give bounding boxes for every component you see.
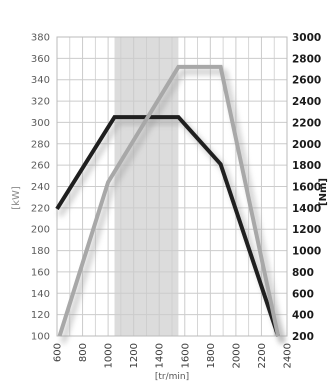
- x-tick-label: 2400: [283, 343, 294, 368]
- x-tick-label: 600: [53, 343, 64, 362]
- x-tick-label: 2000: [231, 343, 242, 368]
- y-right-tick-label: 2600: [292, 75, 321, 87]
- y-left-tick-label: 280: [31, 139, 50, 150]
- y-left-tick-label: 160: [31, 267, 50, 278]
- y-right-tick-label: 1600: [292, 182, 321, 194]
- y-right-tick-label: 200: [292, 331, 314, 343]
- y-right-tick-label: 1400: [292, 203, 321, 215]
- y-left-tick-label: 220: [31, 203, 50, 214]
- x-tick-label: 1400: [155, 343, 166, 368]
- y-left-tick-label: 100: [31, 332, 50, 343]
- x-tick-label: 1800: [206, 343, 217, 368]
- y-left-tick-label: 260: [31, 161, 50, 172]
- y-left-axis-title: [kW]: [11, 186, 22, 210]
- y-left-tick-label: 120: [31, 310, 50, 321]
- x-tick-label: 800: [78, 343, 89, 362]
- y-right-axis-title: [Nm]: [318, 178, 329, 206]
- y-right-tick-label: 1200: [292, 224, 321, 236]
- x-tick-label: 1200: [129, 343, 140, 368]
- y-left-tick-label: 360: [31, 54, 50, 65]
- y-right-tick-label: 600: [292, 288, 314, 300]
- torque-series-line: [57, 64, 281, 337]
- y-left-tick-label: 320: [31, 97, 50, 108]
- y-right-tick-label: 2800: [292, 53, 321, 65]
- y-right-tick-label: 2200: [292, 117, 321, 129]
- power-series-line: [55, 115, 280, 337]
- y-left-tick-label: 300: [31, 118, 50, 129]
- y-right-tick-label: 800: [292, 267, 314, 279]
- y-left-tick-label: 200: [31, 225, 50, 236]
- y-left-tick-label: 380: [31, 33, 50, 44]
- y-right-tick-label: 3000: [292, 32, 321, 44]
- y-right-tick-label: 1000: [292, 246, 321, 258]
- y-left-tick-label: 240: [31, 182, 50, 193]
- series-shadow-1: [61, 69, 285, 344]
- x-axis-title: [tr/min]: [155, 372, 189, 382]
- x-tick-label: 1000: [104, 343, 115, 368]
- plot-frame: [56, 36, 288, 337]
- y-left-tick-label: 340: [31, 75, 50, 86]
- y-right-tick-label: 400: [292, 310, 314, 322]
- tick-label-layer: 380 360 340 320 300 280 260 240 220 200 180 160 140 1…: [31, 32, 321, 368]
- y-right-tick-label: 2000: [292, 139, 321, 151]
- y-right-tick-label: 2400: [292, 96, 321, 108]
- x-tick-label: 2200: [257, 343, 268, 368]
- y-left-tick-label: 180: [31, 246, 50, 257]
- y-right-tick-label: 1800: [292, 160, 321, 172]
- grid-layer: [56, 36, 288, 337]
- x-tick-label: 1600: [180, 343, 191, 368]
- y-left-tick-label: 140: [31, 289, 50, 300]
- series-layer: [55, 64, 281, 337]
